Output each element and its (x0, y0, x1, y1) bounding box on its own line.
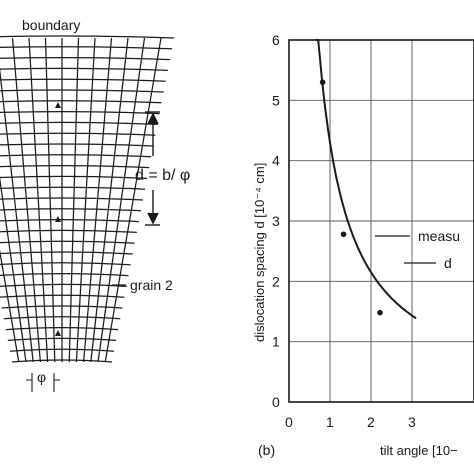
lattice-column (0, 176, 27, 363)
grain-label: grain 2 (130, 277, 173, 293)
lattice-column (104, 37, 162, 363)
lattice-row (0, 56, 170, 61)
data-point (377, 309, 383, 316)
data-point (319, 79, 326, 86)
lattice-row (0, 262, 131, 266)
y-tick-label: 6 (272, 32, 280, 48)
lattice-row (0, 272, 129, 277)
lattice-row (0, 35, 175, 39)
lattice-column (68, 37, 80, 363)
dislocation-marker (55, 102, 61, 108)
lattice-column (0, 67, 34, 363)
x-tick-label: 0 (285, 414, 293, 430)
angle-label: φ (37, 369, 46, 385)
panel-letter: (b) (258, 442, 275, 458)
y-tick-label: 2 (272, 273, 280, 289)
lattice-row (0, 143, 154, 147)
x-tick-labels: 0 1 2 3 (285, 414, 416, 430)
crystal-lattice (0, 35, 175, 363)
chart-grid (289, 40, 474, 402)
lattice-column (97, 37, 146, 363)
lattice-column (44, 37, 56, 363)
y-tick-label: 4 (272, 153, 280, 169)
lattice-row (0, 251, 133, 255)
lattice-row (0, 283, 127, 288)
lattice-row (0, 100, 162, 104)
lattice-row (0, 110, 160, 115)
tilt-boundary-schematic: boundary d = b/ φ grain 2 φ (0, 17, 190, 392)
angle-indicator (26, 373, 60, 392)
lattice-row (0, 67, 168, 72)
lattice-column (11, 37, 42, 363)
x-axis-label: tilt angle [10− (380, 443, 458, 458)
legend-curve: d (444, 255, 452, 271)
y-tick-label: 3 (272, 213, 280, 229)
y-tick-label: 5 (272, 92, 280, 108)
lattice-column (90, 37, 129, 363)
lattice-row (0, 132, 156, 136)
boundary-label: boundary (22, 17, 80, 33)
spacing-chart: 0 1 2 3 4 5 6 0 1 2 3 dislocation spacing d [10⁻⁴… (252, 32, 474, 458)
legend-measured: measu (418, 228, 460, 244)
y-tick-labels: 0 1 2 3 4 5 6 (272, 32, 280, 410)
plot-frame (288, 39, 474, 403)
dislocation-marker (55, 216, 61, 222)
lattice-column (82, 37, 113, 363)
lattice-row (0, 46, 172, 50)
dislocation-markers (55, 102, 61, 336)
lattice-row (0, 121, 158, 126)
y-tick-label: 1 (272, 334, 280, 350)
lattice-column (28, 37, 49, 363)
lattice-row (0, 78, 166, 82)
lattice-column (75, 37, 96, 363)
fit-curve (315, 39, 417, 320)
data-point (340, 231, 347, 238)
x-tick-label: 3 (408, 414, 416, 430)
spacing-arrow (145, 111, 160, 226)
lattice-row (0, 89, 164, 93)
y-axis-label: dislocation spacing d [10⁻⁴ cm] (252, 163, 267, 342)
measured-points (319, 79, 383, 316)
x-tick-label: 1 (326, 414, 334, 430)
lattice-column (0, 249, 20, 363)
x-tick-label: 2 (367, 414, 375, 430)
dislocation-marker (55, 330, 61, 336)
spacing-label: d = b/ φ (135, 167, 190, 184)
y-tick-label: 0 (272, 394, 280, 410)
